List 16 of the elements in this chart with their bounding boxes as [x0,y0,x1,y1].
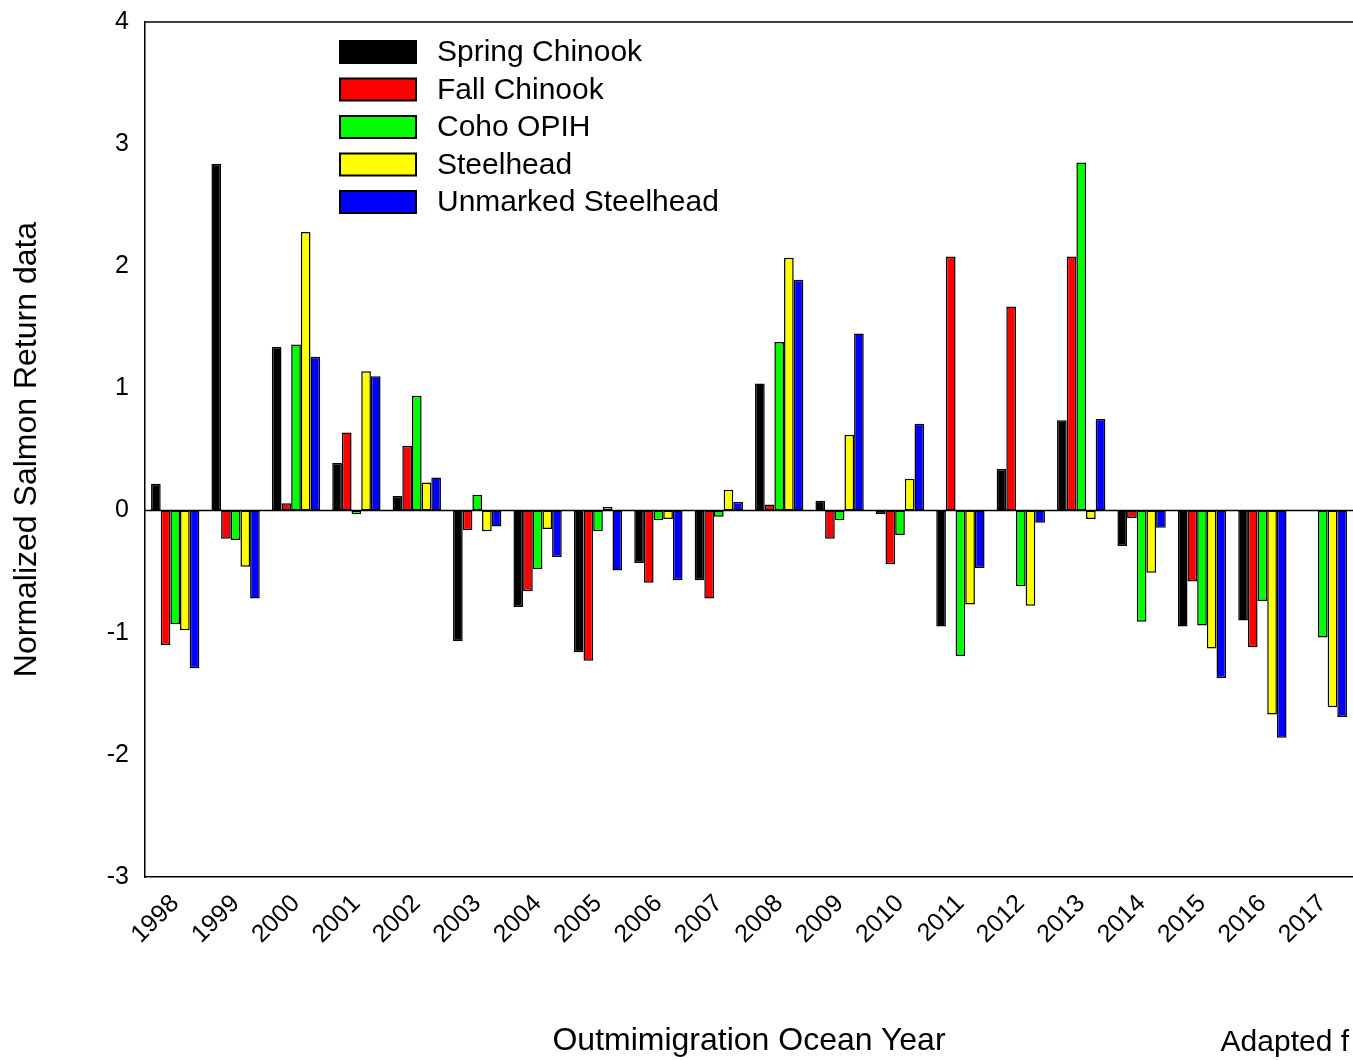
y-tick-label: 3 [115,128,129,157]
y-tick-label: 4 [115,5,130,34]
x-axis-title: Outmimigration Ocean Year [552,1020,946,1057]
y-tick-label: -1 [106,616,129,645]
y-tick-label: -2 [106,738,129,767]
y-tick-label: 1 [115,372,129,401]
y-tick-label: 2 [115,250,129,279]
y-tick-label: 0 [115,494,129,523]
legend-label: Coho OPIH [437,109,591,143]
legend-label: Fall Chinook [437,71,605,105]
legend-label: Steelhead [437,146,573,180]
y-tick-label: -3 [106,860,129,889]
legend-label: Spring Chinook [437,34,644,68]
y-axis-title: Normalized Salmon Return data [7,221,44,678]
legend-label: Unmarked Steelhead [437,184,719,218]
text: Adapted f [1220,1024,1350,1058]
